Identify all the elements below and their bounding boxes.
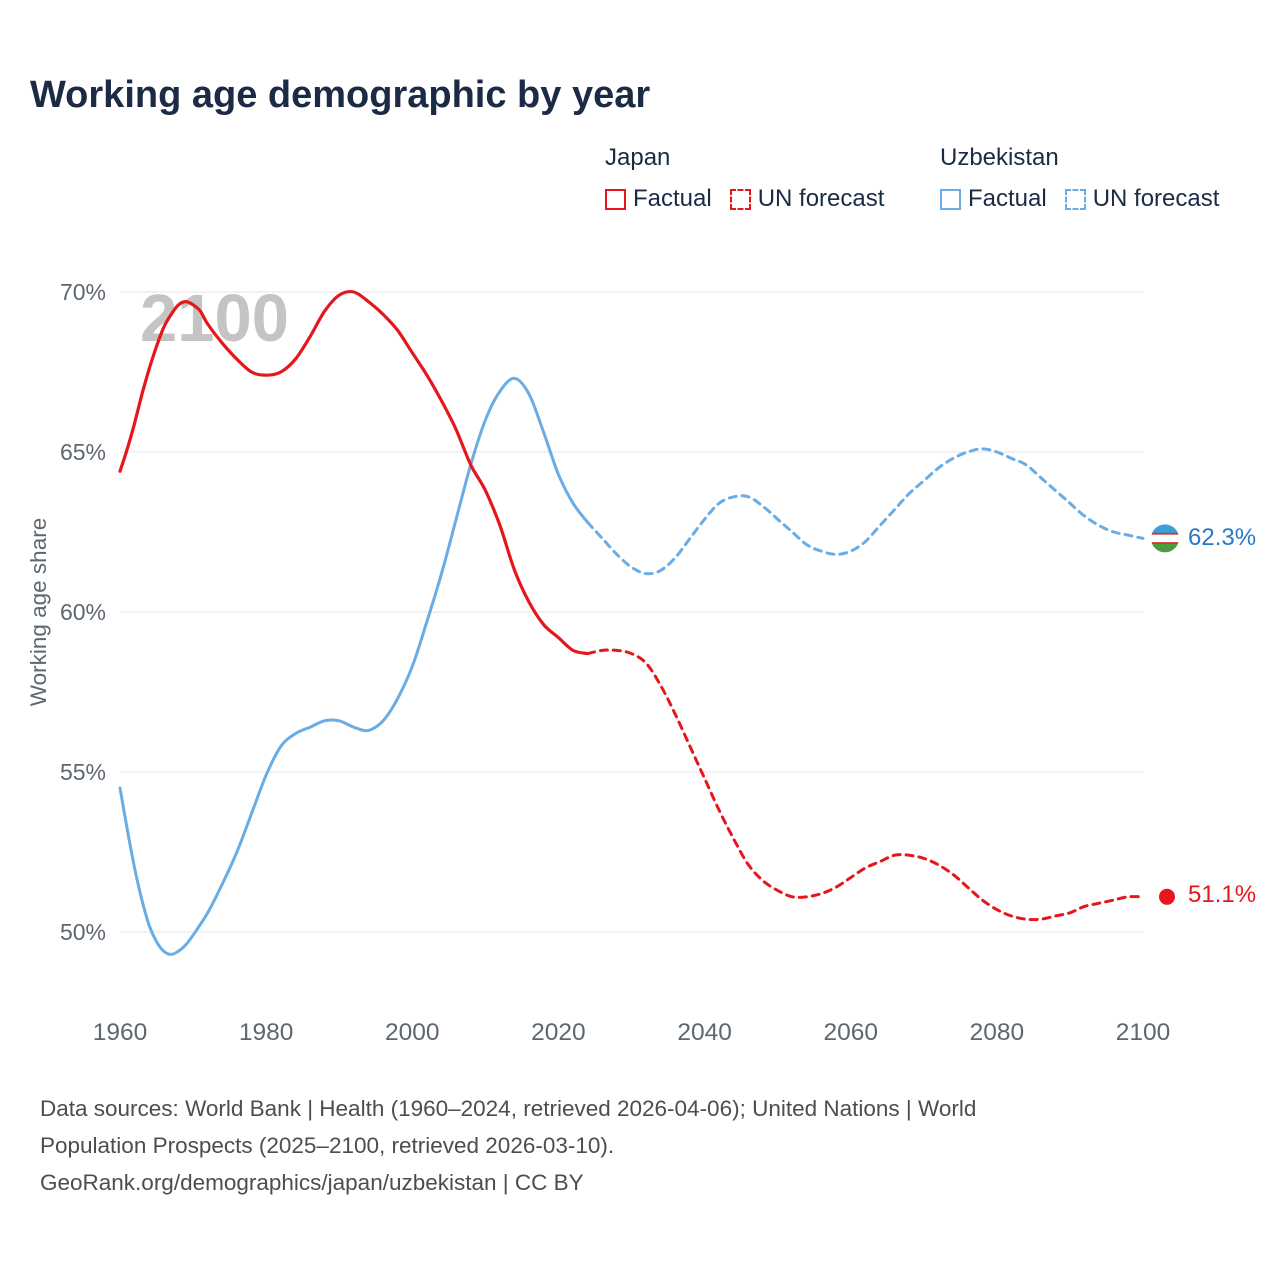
y-tick-label: 60% — [60, 599, 106, 625]
chart-title: Working age demographic by year — [30, 74, 651, 116]
x-tick-label: 2080 — [970, 1019, 1025, 1046]
y-tick-label: 65% — [60, 439, 106, 465]
legend-group-uzbekistan: Uzbekistan Factual UN forecast — [940, 144, 1219, 213]
japan-factual-line — [118, 289, 590, 656]
footer-sources-line-2: Population Prospects (2025–2100, retriev… — [40, 1133, 615, 1158]
y-tick-label: 50% — [60, 919, 106, 945]
legend-japan-factual-label: Factual — [633, 185, 712, 212]
japan-end-dot-icon — [1159, 888, 1175, 905]
legend-uzbekistan-forecast[interactable]: UN forecast — [1064, 185, 1220, 213]
japan-forecast-line — [586, 648, 1145, 922]
legend-uzbekistan-factual-label: Factual — [968, 185, 1047, 212]
uzbekistan-factual-line — [118, 376, 590, 956]
footer-sources-line-1: Data sources: World Bank | Health (1960–… — [40, 1096, 977, 1121]
x-tick-label: 2100 — [1116, 1019, 1171, 1046]
legend-japan-factual[interactable]: Factual — [605, 185, 712, 213]
japan-forecast-swatch-icon — [729, 188, 751, 210]
x-tick-label: 1980 — [239, 1019, 294, 1046]
x-tick-label: 2040 — [677, 1019, 732, 1046]
legend-japan-forecast-label: UN forecast — [757, 185, 885, 212]
x-tick-label: 1960 — [93, 1019, 148, 1046]
x-tick-label: 2000 — [385, 1019, 440, 1046]
y-axis-label: Working age share — [26, 518, 51, 706]
legend-japan-label: Japan — [605, 144, 671, 171]
x-tick-label: 2060 — [823, 1019, 878, 1046]
legend-uzbekistan-forecast-label: UN forecast — [1092, 185, 1220, 212]
legend-japan-forecast[interactable]: UN forecast — [729, 185, 885, 213]
footer: Data sources: World Bank | Health (1960–… — [40, 1090, 976, 1201]
y-tick-label: 70% — [60, 279, 106, 305]
legend-group-japan: Japan Factual UN forecast — [605, 144, 884, 213]
japan-factual-swatch-icon — [605, 188, 626, 210]
legend-uzbekistan-label: Uzbekistan — [940, 144, 1059, 171]
uzbekistan-forecast-swatch-icon — [1064, 188, 1086, 210]
uzbekistan-end-value: 62.3% — [1188, 524, 1257, 551]
x-tick-label: 2020 — [531, 1019, 586, 1046]
uzbekistan-flag-icon — [1151, 524, 1179, 553]
japan-end-value: 51.1% — [1188, 881, 1257, 908]
footer-attribution: GeoRank.org/demographics/japan/uzbekista… — [40, 1170, 584, 1195]
legend-uzbekistan-factual[interactable]: Factual — [940, 185, 1047, 213]
watermark-year: 2100 — [140, 281, 289, 356]
uzbekistan-forecast-line — [586, 447, 1145, 576]
uzbekistan-factual-swatch-icon — [940, 188, 961, 210]
y-tick-label: 55% — [60, 759, 106, 785]
